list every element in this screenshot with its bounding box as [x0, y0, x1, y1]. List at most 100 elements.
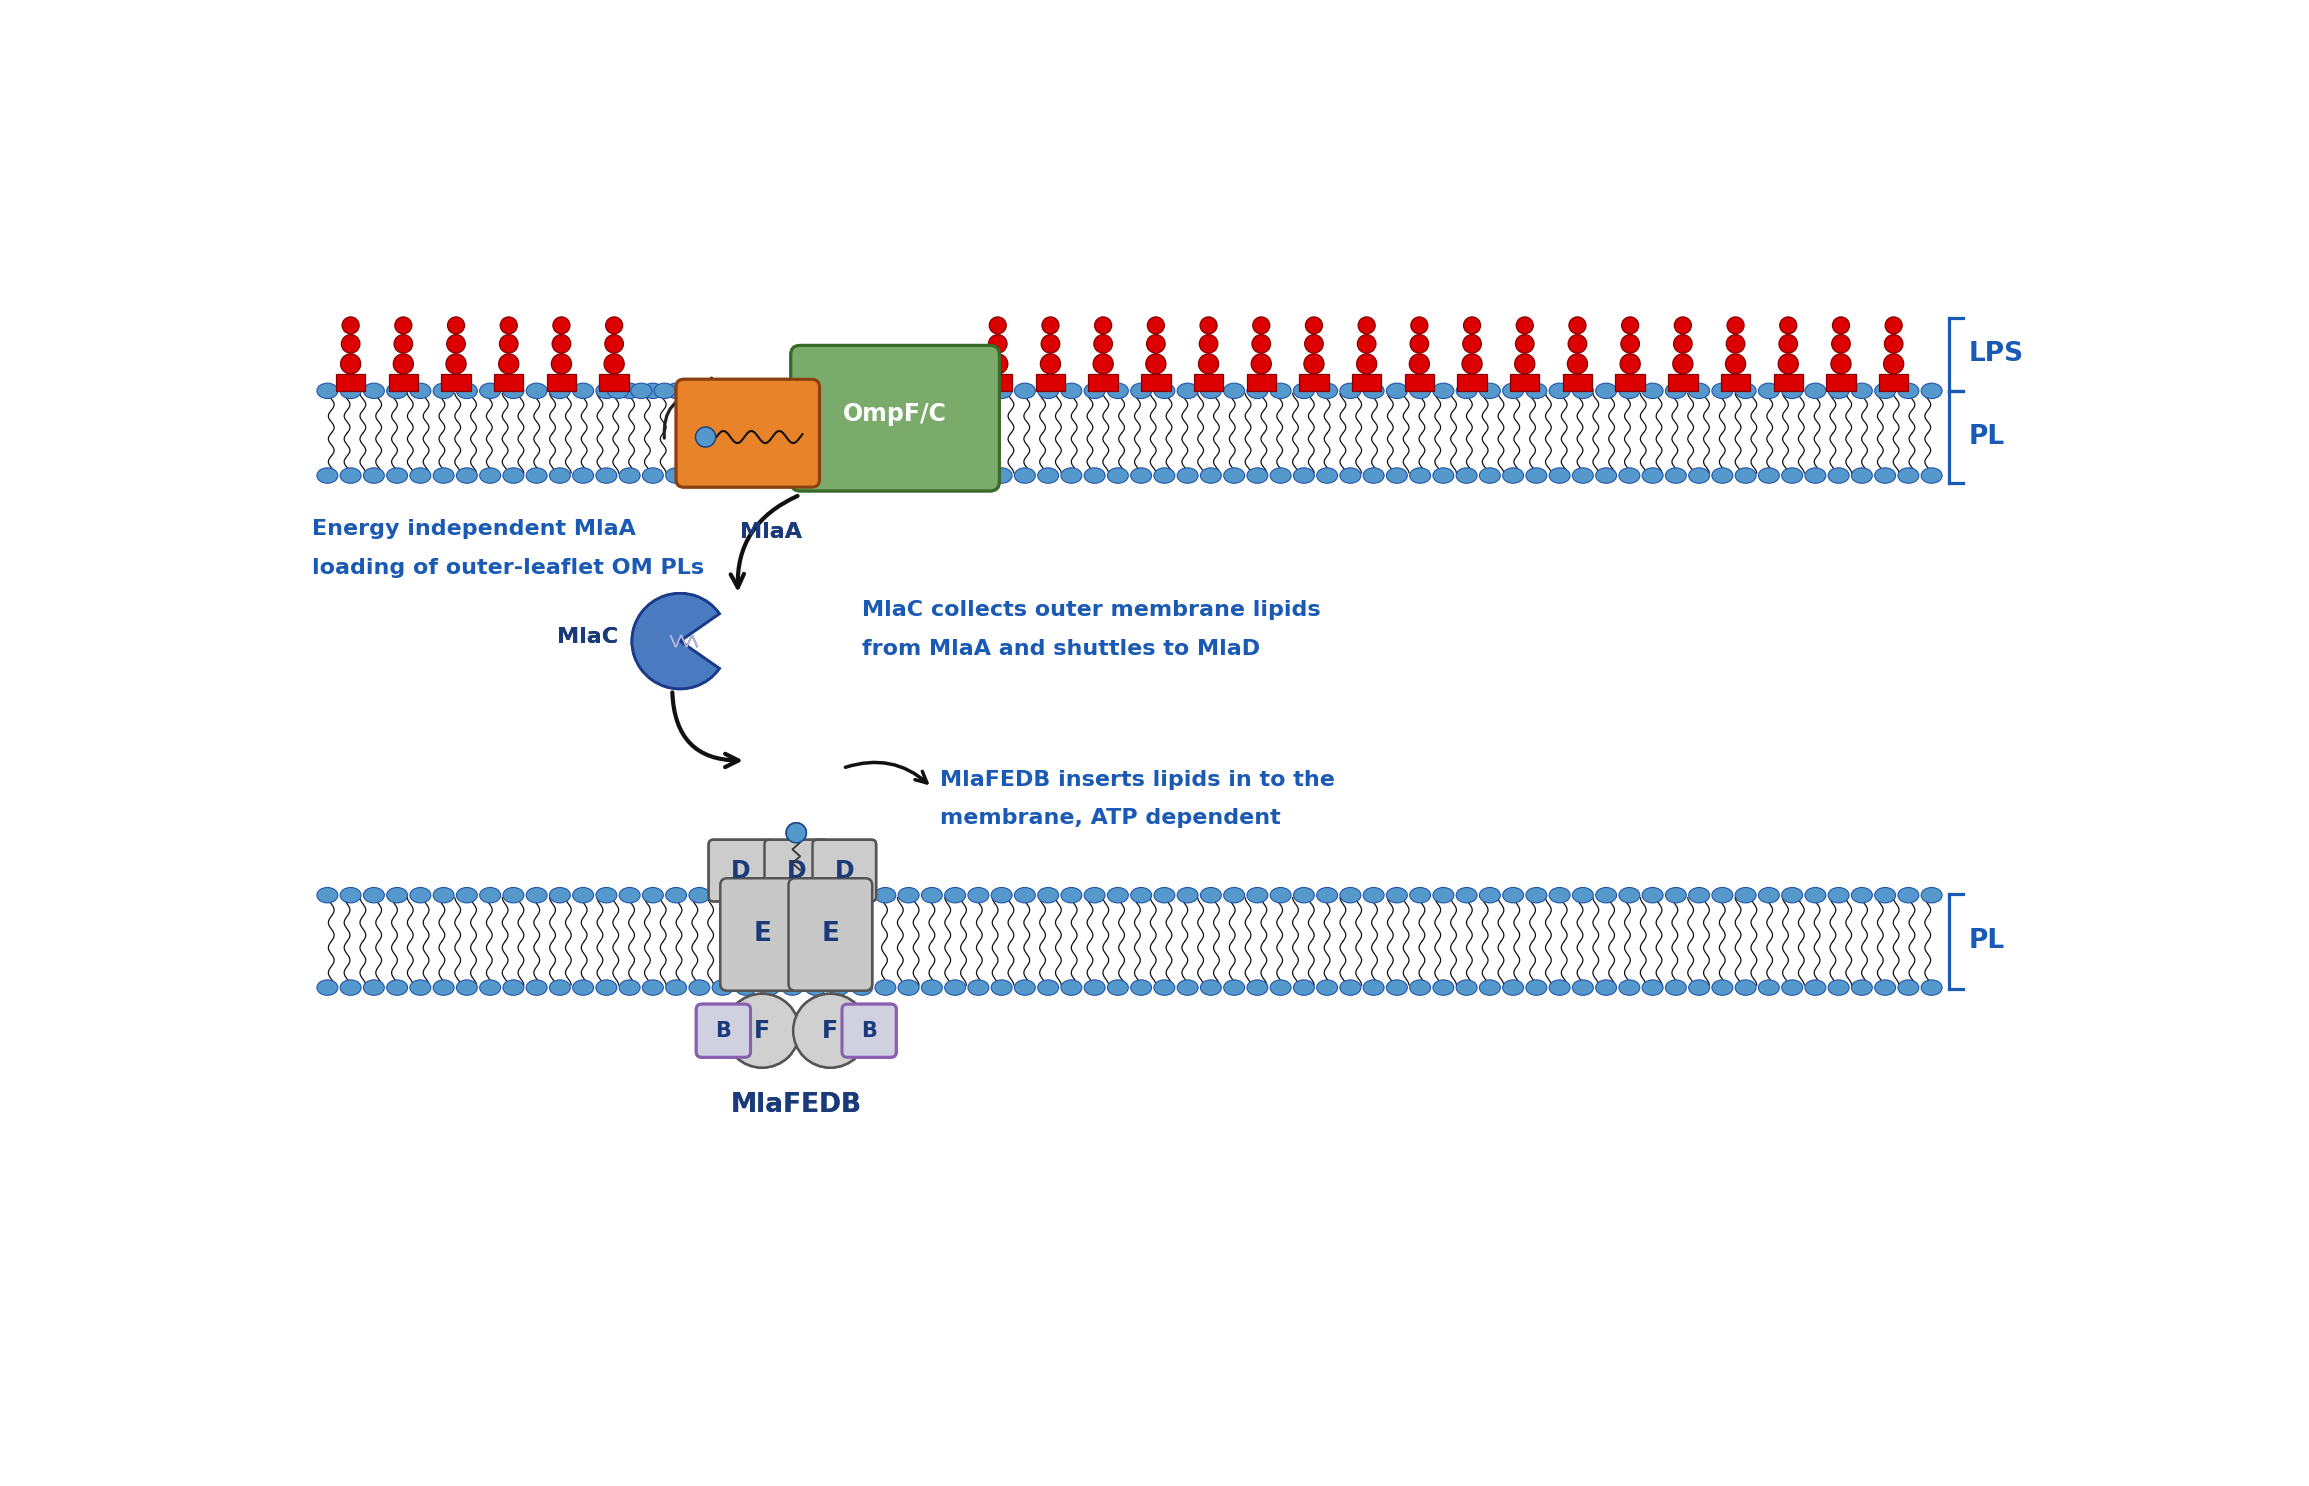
Ellipse shape [875, 979, 896, 996]
Ellipse shape [783, 979, 804, 996]
Ellipse shape [898, 383, 919, 398]
Ellipse shape [829, 887, 850, 903]
Ellipse shape [864, 383, 884, 398]
FancyBboxPatch shape [787, 878, 873, 991]
Ellipse shape [596, 887, 617, 903]
Circle shape [1831, 354, 1852, 374]
Circle shape [1515, 334, 1533, 354]
Bar [1194, 374, 1224, 391]
Ellipse shape [1734, 468, 1757, 483]
Ellipse shape [1178, 979, 1198, 996]
Circle shape [1568, 334, 1586, 354]
Ellipse shape [1711, 979, 1732, 996]
Ellipse shape [1642, 468, 1662, 483]
Text: MlaA: MlaA [741, 522, 801, 542]
Ellipse shape [979, 383, 1000, 398]
Ellipse shape [1665, 979, 1686, 996]
Circle shape [794, 994, 868, 1067]
Ellipse shape [711, 468, 732, 483]
Ellipse shape [1619, 468, 1639, 483]
Text: D: D [834, 859, 854, 883]
Ellipse shape [1688, 468, 1709, 483]
Ellipse shape [1852, 383, 1873, 398]
Ellipse shape [1898, 468, 1919, 483]
Ellipse shape [1339, 979, 1360, 996]
Ellipse shape [1526, 887, 1547, 903]
Circle shape [1464, 317, 1480, 334]
Ellipse shape [1829, 887, 1850, 903]
Ellipse shape [1619, 979, 1639, 996]
Bar [1826, 374, 1856, 391]
Bar [1880, 374, 1907, 391]
Ellipse shape [339, 887, 360, 903]
Bar [1141, 374, 1171, 391]
Ellipse shape [434, 383, 455, 398]
Ellipse shape [480, 383, 501, 398]
FancyBboxPatch shape [720, 878, 804, 991]
Circle shape [725, 994, 799, 1067]
Ellipse shape [457, 887, 478, 903]
Ellipse shape [875, 468, 896, 483]
Circle shape [1727, 317, 1743, 334]
FancyBboxPatch shape [790, 345, 1000, 490]
Circle shape [1408, 354, 1429, 374]
Ellipse shape [1316, 979, 1337, 996]
Ellipse shape [944, 468, 965, 483]
Ellipse shape [316, 979, 337, 996]
Ellipse shape [1875, 383, 1896, 398]
Ellipse shape [1434, 887, 1455, 903]
Circle shape [1462, 354, 1482, 374]
Ellipse shape [852, 468, 873, 483]
Circle shape [605, 354, 623, 374]
Ellipse shape [550, 383, 570, 398]
Ellipse shape [573, 383, 593, 398]
Bar [600, 374, 628, 391]
Text: OmpF/C: OmpF/C [843, 403, 947, 426]
Circle shape [1884, 317, 1903, 334]
Ellipse shape [1339, 887, 1360, 903]
Bar [1037, 374, 1064, 391]
Ellipse shape [1108, 383, 1129, 398]
Ellipse shape [480, 979, 501, 996]
Ellipse shape [1085, 383, 1106, 398]
Bar [335, 374, 365, 391]
Circle shape [1568, 317, 1586, 334]
Ellipse shape [596, 383, 617, 398]
Circle shape [501, 317, 517, 334]
Circle shape [1517, 317, 1533, 334]
FancyBboxPatch shape [813, 840, 875, 902]
Ellipse shape [1247, 383, 1268, 398]
Bar [547, 374, 577, 391]
Ellipse shape [1852, 887, 1873, 903]
Ellipse shape [991, 887, 1011, 903]
Text: OmpF/C: OmpF/C [843, 403, 947, 426]
Ellipse shape [1503, 887, 1524, 903]
Ellipse shape [852, 887, 873, 903]
Ellipse shape [339, 383, 360, 398]
Ellipse shape [1108, 887, 1129, 903]
Text: E: E [822, 921, 840, 948]
Ellipse shape [1829, 383, 1850, 398]
Ellipse shape [503, 979, 524, 996]
Ellipse shape [1572, 979, 1593, 996]
Circle shape [1725, 354, 1746, 374]
Ellipse shape [1852, 468, 1873, 483]
Bar [494, 374, 524, 391]
Circle shape [1305, 334, 1323, 354]
Circle shape [1251, 354, 1272, 374]
Ellipse shape [503, 468, 524, 483]
Bar [1247, 374, 1277, 391]
Ellipse shape [363, 468, 383, 483]
Ellipse shape [434, 468, 455, 483]
Ellipse shape [991, 383, 1011, 398]
Ellipse shape [1806, 979, 1826, 996]
FancyBboxPatch shape [764, 840, 829, 902]
Bar [1616, 374, 1644, 391]
Circle shape [1672, 354, 1692, 374]
Ellipse shape [1806, 383, 1826, 398]
Ellipse shape [1316, 383, 1337, 398]
Ellipse shape [607, 383, 628, 398]
Ellipse shape [783, 383, 804, 398]
Ellipse shape [1921, 383, 1942, 398]
Circle shape [1833, 317, 1850, 334]
